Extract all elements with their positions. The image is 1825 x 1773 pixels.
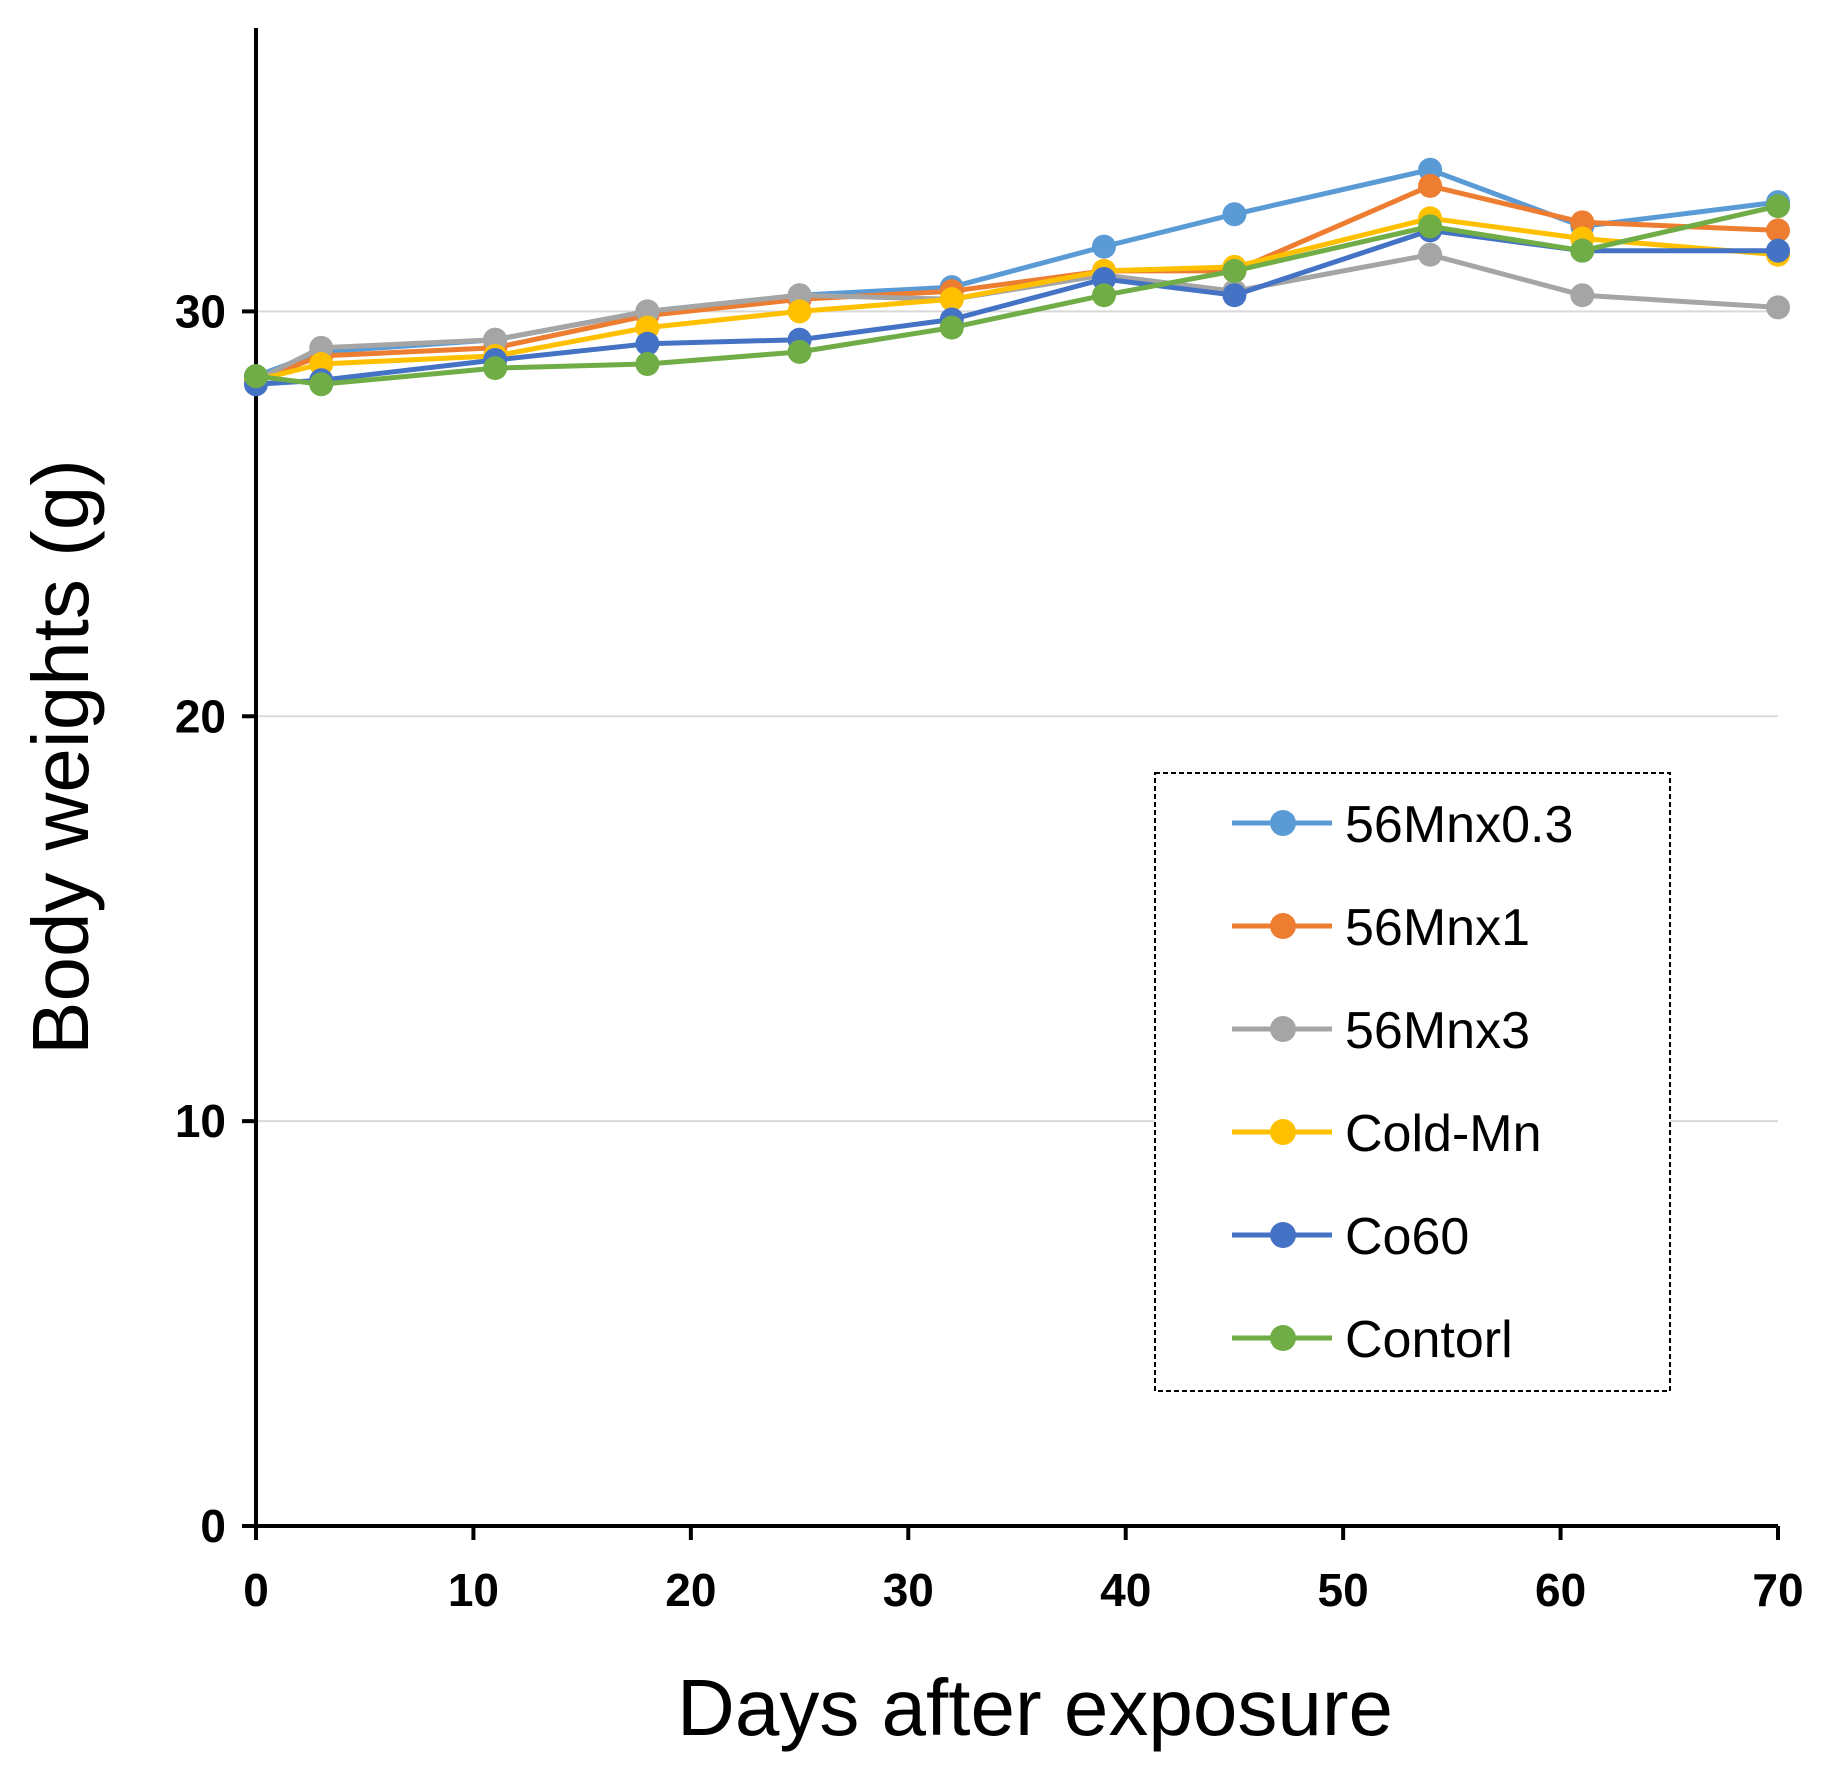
data-point (483, 356, 508, 381)
legend: 56Mnx0.3 56Mnx1 56Mnx3 Cold-Mn Co60 Contorl (1154, 772, 1671, 1392)
x-tick-label: 10 (448, 1564, 499, 1616)
legend-label: Cold-Mn (1345, 1105, 1542, 1163)
data-point (309, 372, 334, 397)
data-point (1570, 283, 1595, 308)
series-56Mnx0.3 (244, 157, 1790, 389)
data-point (635, 352, 660, 377)
x-tick-label: 30 (883, 1564, 934, 1616)
data-point (1222, 258, 1247, 283)
legend-label: 56Mnx1 (1345, 899, 1530, 957)
legend-entry: 56Mnx0.3 (1232, 796, 1573, 854)
y-tick-label: 10 (175, 1095, 226, 1147)
legend-marker (1270, 1222, 1296, 1248)
legend-entry: 56Mnx1 (1232, 899, 1530, 957)
data-point (939, 315, 964, 340)
y-tick-label: 0 (200, 1500, 226, 1552)
data-point (1222, 202, 1247, 227)
legend-label: 56Mnx3 (1345, 1002, 1530, 1060)
legend-marker (1270, 1325, 1296, 1351)
data-point (787, 299, 812, 324)
legend-entry: 56Mnx3 (1232, 1002, 1530, 1060)
legend-entry: Cold-Mn (1232, 1105, 1542, 1163)
data-point (1766, 295, 1790, 320)
x-tick-label: 40 (1100, 1564, 1151, 1616)
data-point (1418, 214, 1443, 239)
data-point (1418, 173, 1443, 198)
data-point (1766, 194, 1790, 219)
data-point (244, 364, 268, 389)
data-point (787, 339, 812, 364)
legend-label: 56Mnx0.3 (1345, 796, 1573, 854)
legend-marker (1270, 913, 1296, 939)
legend-entry: Contorl (1232, 1311, 1513, 1369)
legend-marker (1270, 1119, 1296, 1145)
legend-label: Contorl (1345, 1311, 1513, 1369)
y-axis-title: Body weights (g) (16, 459, 105, 1055)
data-point (1091, 234, 1116, 259)
x-tick-label: 60 (1535, 1564, 1586, 1616)
x-tick-label: 20 (665, 1564, 716, 1616)
legend-box (1154, 772, 1671, 1392)
legend-label: Co60 (1345, 1208, 1469, 1266)
data-point (1570, 238, 1595, 263)
x-tick-label: 50 (1318, 1564, 1369, 1616)
x-tick-label: 70 (1752, 1564, 1803, 1616)
axes-layer (254, 28, 1778, 1528)
data-point (939, 287, 964, 312)
legend-marker (1270, 810, 1296, 836)
data-point (1766, 218, 1790, 243)
y-tick-label: 20 (175, 690, 226, 742)
x-axis-title: Days after exposure (677, 1663, 1393, 1752)
legend-entry: Co60 (1232, 1208, 1469, 1266)
data-point (1091, 283, 1116, 308)
legend-marker (1270, 1016, 1296, 1042)
data-point (1418, 242, 1443, 267)
series-layer (244, 157, 1790, 397)
data-point (1766, 238, 1790, 263)
series-Contorl (244, 194, 1790, 397)
series-56Mnx1 (244, 173, 1790, 393)
data-point (635, 331, 660, 356)
x-tick-label: 0 (243, 1564, 269, 1616)
data-point (1222, 283, 1247, 308)
ticks-layer: 0 10 20 30 0 10 20 30 40 50 60 70 (175, 285, 1804, 1616)
y-tick-label: 30 (175, 285, 226, 337)
